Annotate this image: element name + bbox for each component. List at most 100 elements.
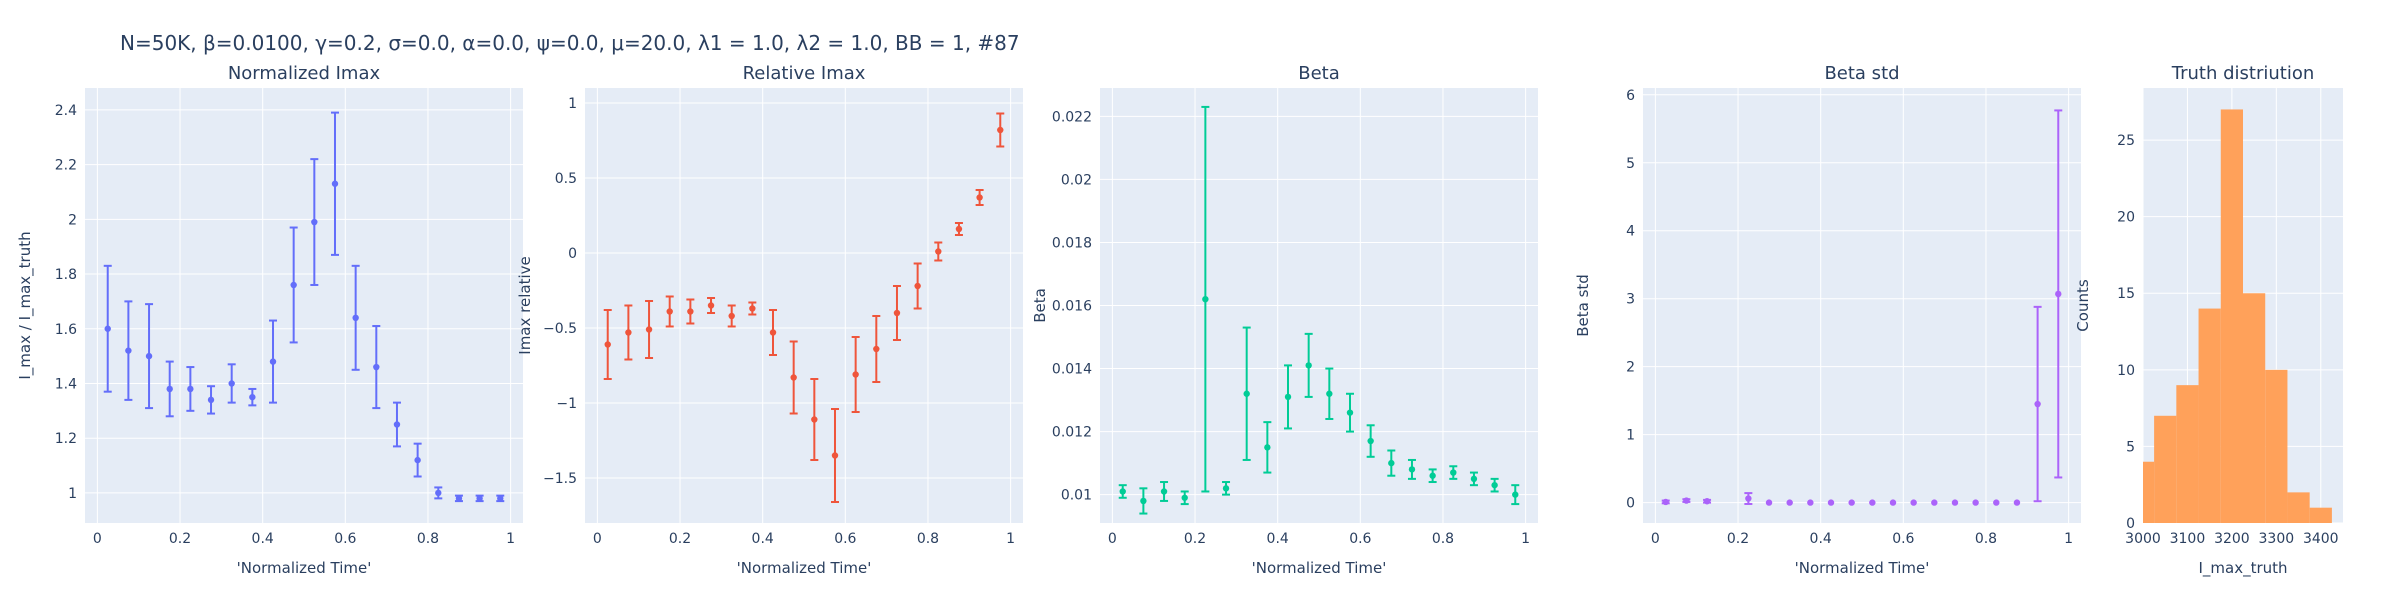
marker bbox=[125, 347, 132, 354]
data-point bbox=[934, 241, 943, 262]
data-point bbox=[1325, 367, 1334, 420]
marker bbox=[393, 421, 401, 428]
x-tick-label: 0.4 bbox=[752, 531, 774, 547]
data-point bbox=[165, 360, 174, 418]
y-tick-label: 25 bbox=[2117, 133, 2135, 149]
histogram-bar bbox=[2176, 385, 2199, 523]
y-tick-label: 6 bbox=[1626, 88, 1635, 104]
y-tick-label: −1.5 bbox=[543, 471, 577, 487]
data-point bbox=[1786, 499, 1793, 506]
y-tick-label: 0.016 bbox=[1052, 299, 1092, 315]
data-point bbox=[1469, 471, 1478, 487]
marker bbox=[166, 385, 173, 393]
marker bbox=[1222, 485, 1230, 492]
subplot-2: 0 0.2 0.4 0.6 0.8 1 −1.5 −1 −0.5 0 0.5 1 Relative Im… bbox=[516, 63, 1023, 577]
data-point bbox=[1160, 481, 1169, 502]
data-point bbox=[1428, 468, 1437, 484]
data-point bbox=[686, 298, 695, 325]
x-tick-label: 1 bbox=[506, 531, 515, 547]
marker bbox=[707, 302, 715, 309]
marker bbox=[1931, 499, 1938, 506]
x-tick-label: 0.8 bbox=[1432, 531, 1454, 547]
y-tick-label: 0 bbox=[568, 246, 577, 262]
data-point bbox=[1869, 499, 1876, 506]
histogram-bar bbox=[2243, 293, 2266, 523]
data-point bbox=[851, 336, 860, 413]
data-point bbox=[496, 494, 505, 503]
x-axis-label: 'Normalized Time' bbox=[1795, 559, 1930, 577]
histogram-bar bbox=[2198, 308, 2221, 523]
x-axis-label: I_max_truth bbox=[2198, 559, 2287, 578]
histogram-bar bbox=[2287, 492, 2310, 523]
marker bbox=[997, 126, 1004, 134]
x-tick-label: 0 bbox=[93, 531, 102, 547]
data-point bbox=[310, 158, 319, 286]
marker bbox=[1993, 499, 2000, 506]
marker bbox=[373, 363, 380, 371]
y-tick-label: 1.2 bbox=[55, 431, 77, 447]
data-point bbox=[372, 325, 381, 410]
data-point bbox=[2054, 109, 2063, 479]
data-point bbox=[2033, 305, 2042, 503]
data-point bbox=[1407, 458, 1416, 480]
x-tick-label: 0.4 bbox=[1810, 531, 1832, 547]
x-tick-label: 0 bbox=[593, 531, 602, 547]
data-point bbox=[454, 494, 463, 503]
data-point bbox=[1993, 499, 2000, 506]
x-tick-label: 0.2 bbox=[1184, 531, 1206, 547]
marker bbox=[935, 248, 942, 255]
data-point bbox=[748, 301, 757, 316]
marker bbox=[1848, 499, 1855, 506]
y-tick-label: 0.5 bbox=[555, 171, 577, 187]
data-point bbox=[413, 442, 422, 478]
data-point bbox=[913, 262, 922, 310]
y-tick-label: 15 bbox=[2117, 286, 2135, 302]
x-axis-label: 'Normalized Time' bbox=[237, 559, 372, 577]
marker bbox=[1367, 437, 1374, 445]
data-point bbox=[330, 111, 339, 256]
figure-title: N=50K, β=0.0100, γ=0.2, σ=0.0, α=0.0, ψ=… bbox=[120, 31, 1020, 55]
data-point bbox=[1765, 499, 1773, 506]
x-tick-label: 0.8 bbox=[1975, 531, 1997, 547]
marker bbox=[1910, 499, 1917, 506]
marker bbox=[1284, 393, 1292, 401]
x-tick-label: 0.2 bbox=[669, 531, 691, 547]
marker bbox=[1745, 495, 1752, 502]
data-point bbox=[351, 264, 360, 371]
data-point bbox=[186, 366, 195, 412]
subplot-1: 0 0.2 0.4 0.6 0.8 1 1 1.2 1.4 1.6 1.8 2 2.2 2.4 Normal… bbox=[16, 63, 523, 577]
subplot-title: Normalized Imax bbox=[228, 63, 381, 84]
data-point bbox=[1744, 492, 1753, 505]
data-point bbox=[1263, 421, 1272, 474]
data-point bbox=[227, 363, 236, 404]
data-point bbox=[603, 309, 612, 380]
histogram-bar bbox=[2265, 369, 2288, 523]
y-tick-label: 0.022 bbox=[1052, 109, 1092, 125]
y-tick-label: 1 bbox=[568, 96, 577, 112]
marker bbox=[228, 380, 235, 387]
data-point bbox=[269, 319, 278, 404]
subplot-title: Truth distriution bbox=[2171, 63, 2315, 84]
y-tick-label: 0 bbox=[2126, 516, 2135, 532]
marker bbox=[1181, 494, 1188, 501]
subplot-title: Beta bbox=[1298, 63, 1340, 84]
marker bbox=[955, 225, 963, 233]
marker bbox=[1243, 390, 1250, 397]
x-tick-label: 1 bbox=[1521, 531, 1530, 547]
marker bbox=[311, 218, 318, 226]
marker bbox=[1264, 444, 1271, 451]
marker bbox=[187, 385, 194, 393]
marker bbox=[104, 325, 111, 332]
data-point bbox=[1511, 484, 1520, 506]
data-point bbox=[1387, 449, 1396, 477]
data-point bbox=[1180, 490, 1189, 506]
data-point bbox=[769, 309, 778, 356]
y-tick-label: 0.012 bbox=[1052, 425, 1092, 441]
data-point bbox=[1827, 499, 1835, 506]
marker bbox=[1140, 497, 1147, 505]
subplot-title: Beta std bbox=[1824, 63, 1899, 84]
x-tick-label: 3100 bbox=[2170, 531, 2206, 547]
x-tick-label: 0.2 bbox=[169, 531, 191, 547]
marker bbox=[2034, 400, 2041, 408]
data-point bbox=[1972, 499, 1979, 506]
